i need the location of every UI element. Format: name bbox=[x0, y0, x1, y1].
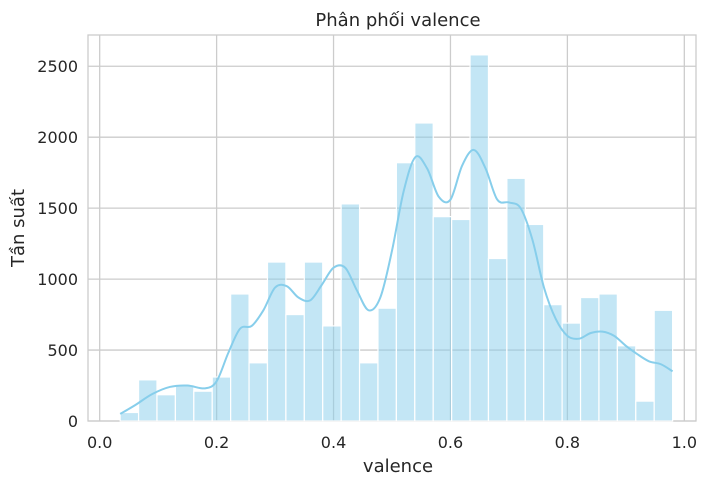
histogram-bar bbox=[119, 411, 140, 422]
y-tick-label: 0 bbox=[68, 412, 78, 431]
histogram-bar bbox=[377, 307, 397, 422]
histogram-bar bbox=[598, 293, 618, 422]
histogram-bar bbox=[248, 362, 269, 422]
x-tick-label: 0.4 bbox=[321, 433, 346, 452]
histogram-bar bbox=[322, 325, 342, 422]
histogram-bar bbox=[524, 223, 545, 422]
x-axis-ticks: 0.0 0.2 0.4 0.6 0.8 1.0 bbox=[87, 433, 697, 452]
y-tick-label: 500 bbox=[47, 341, 78, 360]
histogram-bar bbox=[395, 162, 416, 422]
histogram-bar bbox=[340, 203, 361, 422]
histogram-bar bbox=[543, 304, 563, 422]
histogram-bar bbox=[451, 218, 471, 422]
histogram-bar bbox=[230, 293, 250, 422]
histogram-bars bbox=[119, 54, 674, 422]
x-tick-label: 0.6 bbox=[438, 433, 463, 452]
y-axis-ticks: 0 500 1000 1500 2000 2500 bbox=[37, 57, 78, 431]
x-tick-label: 1.0 bbox=[672, 433, 697, 452]
histogram-bar bbox=[616, 345, 637, 422]
histogram-bar bbox=[469, 54, 490, 422]
histogram-bar bbox=[414, 122, 434, 422]
histogram-bar bbox=[174, 384, 195, 422]
chart-title: Phân phối valence bbox=[315, 10, 480, 31]
x-tick-label: 0.0 bbox=[87, 433, 112, 452]
histogram-bar bbox=[506, 177, 526, 422]
x-axis-label: valence bbox=[363, 456, 433, 477]
y-axis-label: Tần suất bbox=[8, 189, 29, 268]
histogram-bar bbox=[156, 394, 177, 422]
histogram-bar bbox=[285, 313, 305, 422]
y-tick-label: 2000 bbox=[37, 128, 78, 147]
histogram-bar bbox=[635, 400, 655, 422]
x-tick-label: 0.2 bbox=[204, 433, 229, 452]
y-tick-label: 2500 bbox=[37, 57, 78, 76]
histogram-bar bbox=[432, 216, 453, 422]
histogram-bar bbox=[358, 362, 379, 422]
histogram-bar bbox=[193, 390, 213, 422]
y-tick-label: 1500 bbox=[37, 199, 78, 218]
histogram-bar bbox=[579, 296, 600, 422]
y-tick-label: 1000 bbox=[37, 270, 78, 289]
x-tick-label: 0.8 bbox=[555, 433, 580, 452]
histogram-bar bbox=[487, 257, 508, 422]
kde-curve bbox=[119, 148, 674, 415]
